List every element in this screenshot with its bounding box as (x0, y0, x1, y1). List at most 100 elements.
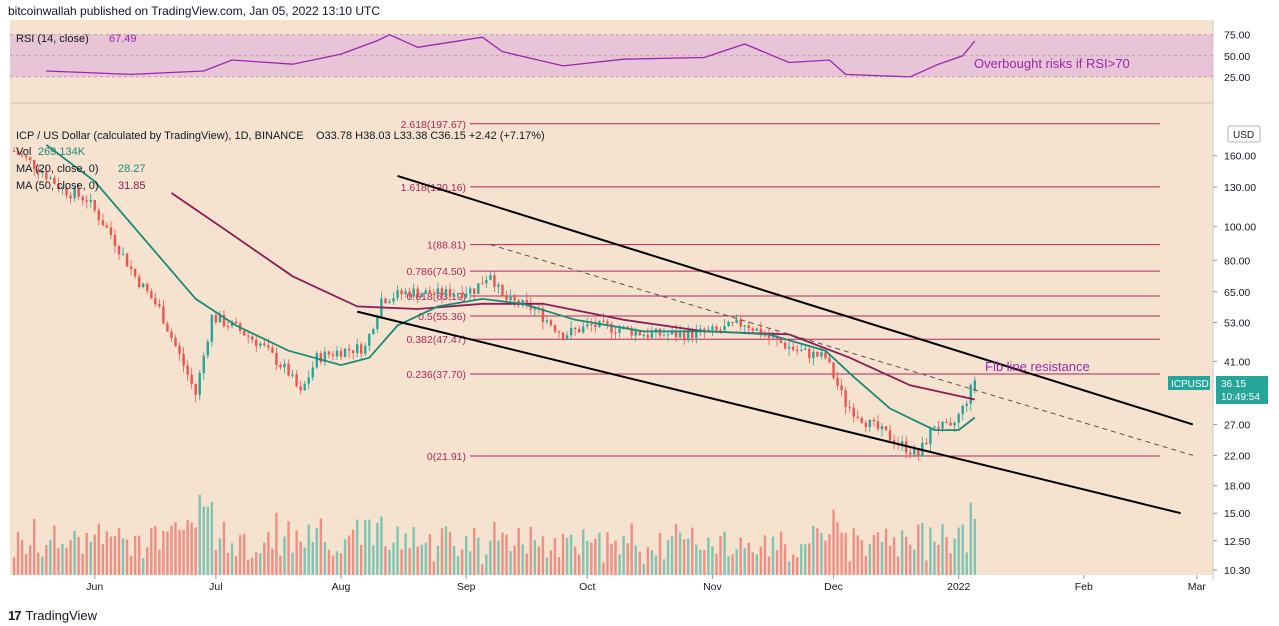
volume-bar (113, 535, 117, 575)
volume-bar (824, 540, 827, 575)
candle-body (404, 291, 407, 295)
volume-bar (271, 548, 274, 575)
candle-body (182, 353, 185, 366)
volume-bar (61, 543, 64, 575)
volume-bar (16, 532, 20, 575)
publish-caption: bitcoinwallah published on TradingView.c… (8, 4, 381, 18)
volume-bar (142, 558, 145, 575)
candle-body (674, 330, 678, 338)
volume-bar (654, 555, 658, 575)
candle-body (416, 288, 419, 298)
candle-body (69, 195, 72, 199)
candle-body (783, 342, 787, 349)
price-tick-label: 100.00 (1224, 222, 1256, 234)
volume-bar (315, 527, 319, 575)
volume-bar (291, 552, 294, 575)
candle-body (194, 383, 197, 395)
candle-body (37, 168, 40, 173)
currency-badge[interactable] (1227, 125, 1261, 143)
volume-bar (743, 547, 746, 575)
candle-body (251, 336, 254, 340)
candle-body (61, 188, 64, 190)
volume-bar (618, 554, 621, 575)
candle-body (456, 293, 460, 295)
price-tick-label: 80.00 (1224, 255, 1250, 267)
candle-body (125, 253, 129, 267)
candle-body (590, 324, 593, 326)
price-tick-label: 12.50 (1224, 536, 1250, 548)
volume-bar (791, 554, 795, 575)
candle-body (509, 295, 512, 301)
candle-body (424, 290, 428, 294)
volume-bar (929, 527, 932, 575)
candle-body (594, 324, 597, 328)
candle-body (909, 452, 912, 455)
candle-body (969, 384, 972, 404)
volume-bar (892, 537, 896, 575)
volume-bar (105, 531, 109, 575)
rsi-tick-label: 25.00 (1224, 72, 1250, 84)
volume-bar (368, 519, 371, 575)
footer-brand[interactable]: 17 TradingView (8, 606, 97, 624)
volume-bar (456, 555, 460, 575)
volume-bar (376, 522, 379, 575)
volume-bar (808, 543, 811, 575)
volume-bar (695, 544, 698, 575)
volume-bar (190, 522, 193, 575)
volume-bar (65, 548, 68, 575)
volume-bar (852, 528, 855, 575)
volume-bar (723, 531, 726, 575)
legend-ma20-value: 28.27 (118, 163, 146, 175)
candle-body (545, 320, 549, 322)
candle-body (210, 315, 214, 342)
candle-body (101, 220, 105, 226)
volume-bar (795, 557, 799, 575)
fib-level-label: 0.382(47.47) (406, 334, 466, 346)
candle-body (460, 293, 464, 298)
time-tick-label: Nov (703, 581, 722, 593)
candle-body (440, 288, 444, 297)
volume-bar (642, 564, 645, 575)
candle-body (638, 331, 641, 336)
volume-bar (872, 534, 876, 575)
volume-bar (739, 537, 742, 575)
candle-body (763, 335, 767, 337)
candle-body (364, 345, 367, 354)
volume-bar (166, 531, 169, 575)
candle-body (85, 200, 88, 202)
candle-body (477, 283, 480, 294)
candle-body (53, 177, 56, 184)
price-tick-label: 22.00 (1224, 450, 1250, 462)
volume-bar (945, 536, 948, 575)
volume-bar (509, 551, 512, 575)
candle-body (339, 350, 343, 357)
candle-body (775, 336, 779, 340)
volume-bar (335, 551, 339, 575)
volume-bar (565, 537, 569, 575)
candle-body (808, 348, 811, 359)
price-chart[interactable]: 2.618(197.67)1.618(130.16)1(88.81)0.786(… (0, 20, 1279, 600)
candle-body (485, 279, 488, 284)
candle-body (190, 374, 193, 384)
volume-bar (965, 552, 968, 575)
volume-bar (876, 532, 880, 575)
candle-body (388, 301, 391, 304)
ma50-line (170, 192, 975, 401)
volume-bar (53, 525, 56, 575)
rsi-annotation: Overbought risks if RSI>70 (974, 56, 1130, 71)
candle-body (630, 328, 633, 336)
candle-body (650, 332, 654, 338)
candle-body (678, 332, 682, 338)
volume-bar (242, 533, 246, 575)
indicator-lines (45, 144, 1194, 515)
candle-body (795, 349, 799, 351)
candle-body (331, 354, 335, 357)
candle-body (824, 352, 827, 359)
candle-body (444, 289, 448, 297)
candle-body (610, 323, 613, 333)
volume-bar (24, 554, 28, 575)
chart-area[interactable]: 2.618(197.67) 1.618(130.16) 1(88.81) 0.786(… (0, 20, 1279, 600)
candle-body (246, 335, 250, 337)
volume-bar (735, 549, 738, 575)
volume-bar (33, 518, 36, 575)
